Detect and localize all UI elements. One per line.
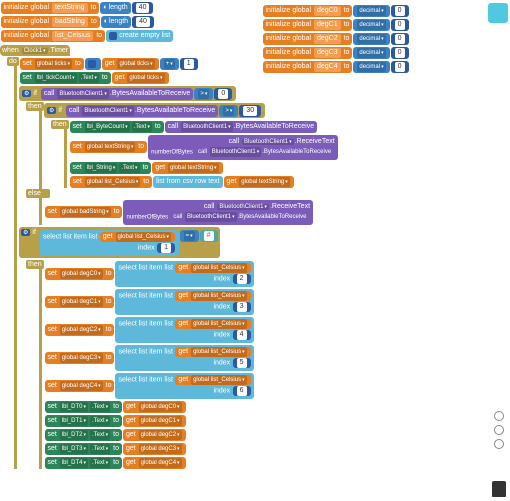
init-degc4[interactable]: initialize global degC4 todecimal0 bbox=[262, 60, 409, 73]
set-dt3[interactable]: set lbl_DT3.Text toget global degC3 bbox=[44, 442, 510, 455]
init-deg-group: initialize global degC0 todecimal0 initi… bbox=[262, 3, 409, 74]
if-bytes-gt-0[interactable]: ⚙if call BluetoothClient1.BytesAvailable… bbox=[19, 86, 236, 101]
set-degc3[interactable]: set global degC3 toselect list item list… bbox=[44, 344, 510, 371]
circle-3 bbox=[494, 439, 504, 449]
to: to bbox=[91, 3, 97, 13]
init-degc0[interactable]: initialize global degC0 todecimal0 bbox=[262, 4, 409, 17]
length: length bbox=[109, 3, 128, 13]
val: 40 bbox=[136, 3, 150, 13]
init-textstring[interactable]: initialize global textString to ◐length … bbox=[0, 1, 510, 14]
when-clock-timer[interactable]: when Clock1.Timer bbox=[0, 45, 70, 56]
then-label: then bbox=[26, 102, 44, 111]
init-label: initialize global bbox=[4, 3, 50, 13]
set-textstring-recv[interactable]: set global textString to call BluetoothC… bbox=[69, 134, 510, 160]
set-lbl-string[interactable]: set lbl_String.Text to get global textSt… bbox=[69, 161, 510, 174]
init-degc1[interactable]: initialize global degC1 todecimal0 bbox=[262, 18, 409, 31]
init-degc2[interactable]: initialize global degC2 todecimal0 bbox=[262, 32, 409, 45]
trash-icon[interactable] bbox=[492, 481, 506, 497]
set-dt4[interactable]: set lbl_DT4.Text toget global degC4 bbox=[44, 456, 510, 469]
init-degc3[interactable]: initialize global degC3 todecimal0 bbox=[262, 46, 409, 59]
init-badstring[interactable]: initialize global badString to ◐length 4… bbox=[0, 15, 510, 28]
set-dt1[interactable]: set lbl_DT1.Text toget global degC1 bbox=[44, 414, 510, 427]
set-badstring-recv[interactable]: set global badString to call BluetoothCl… bbox=[44, 199, 510, 225]
if-bytes-gt-30[interactable]: ⚙if call BluetoothClient1.BytesAvailable… bbox=[44, 103, 265, 118]
if-hash[interactable]: ⚙if select list item list get global lis… bbox=[19, 227, 220, 258]
init-listcelsius[interactable]: initialize global list_Celsius to create… bbox=[0, 29, 510, 42]
device-icon[interactable] bbox=[488, 3, 508, 23]
then-label-3: then bbox=[26, 260, 44, 269]
then-label-2: then bbox=[51, 120, 69, 129]
set-bytecount[interactable]: set lbl_ByteCount.Text to call Bluetooth… bbox=[69, 120, 510, 133]
set-degc4[interactable]: set global degC4 toselect list item list… bbox=[44, 372, 510, 399]
set-list-celsius[interactable]: set global list_Celsius to list from csv… bbox=[69, 175, 510, 188]
set-degc0[interactable]: set global degC0 toselect list item list… bbox=[44, 260, 510, 287]
do-label: do bbox=[7, 57, 19, 66]
set-degc2[interactable]: set global degC2 toselect list item list… bbox=[44, 316, 510, 343]
set-degc1[interactable]: set global degC1 toselect list item list… bbox=[44, 288, 510, 315]
circle-1 bbox=[494, 411, 504, 421]
set-dt0[interactable]: set lbl_DT0.Text toget global degC0 bbox=[44, 400, 510, 413]
else-label: else bbox=[26, 189, 50, 198]
circle-2 bbox=[494, 425, 504, 435]
set-dt2[interactable]: set lbl_DT2.Text toget global degC2 bbox=[44, 428, 510, 441]
var-name: textString bbox=[52, 3, 88, 13]
